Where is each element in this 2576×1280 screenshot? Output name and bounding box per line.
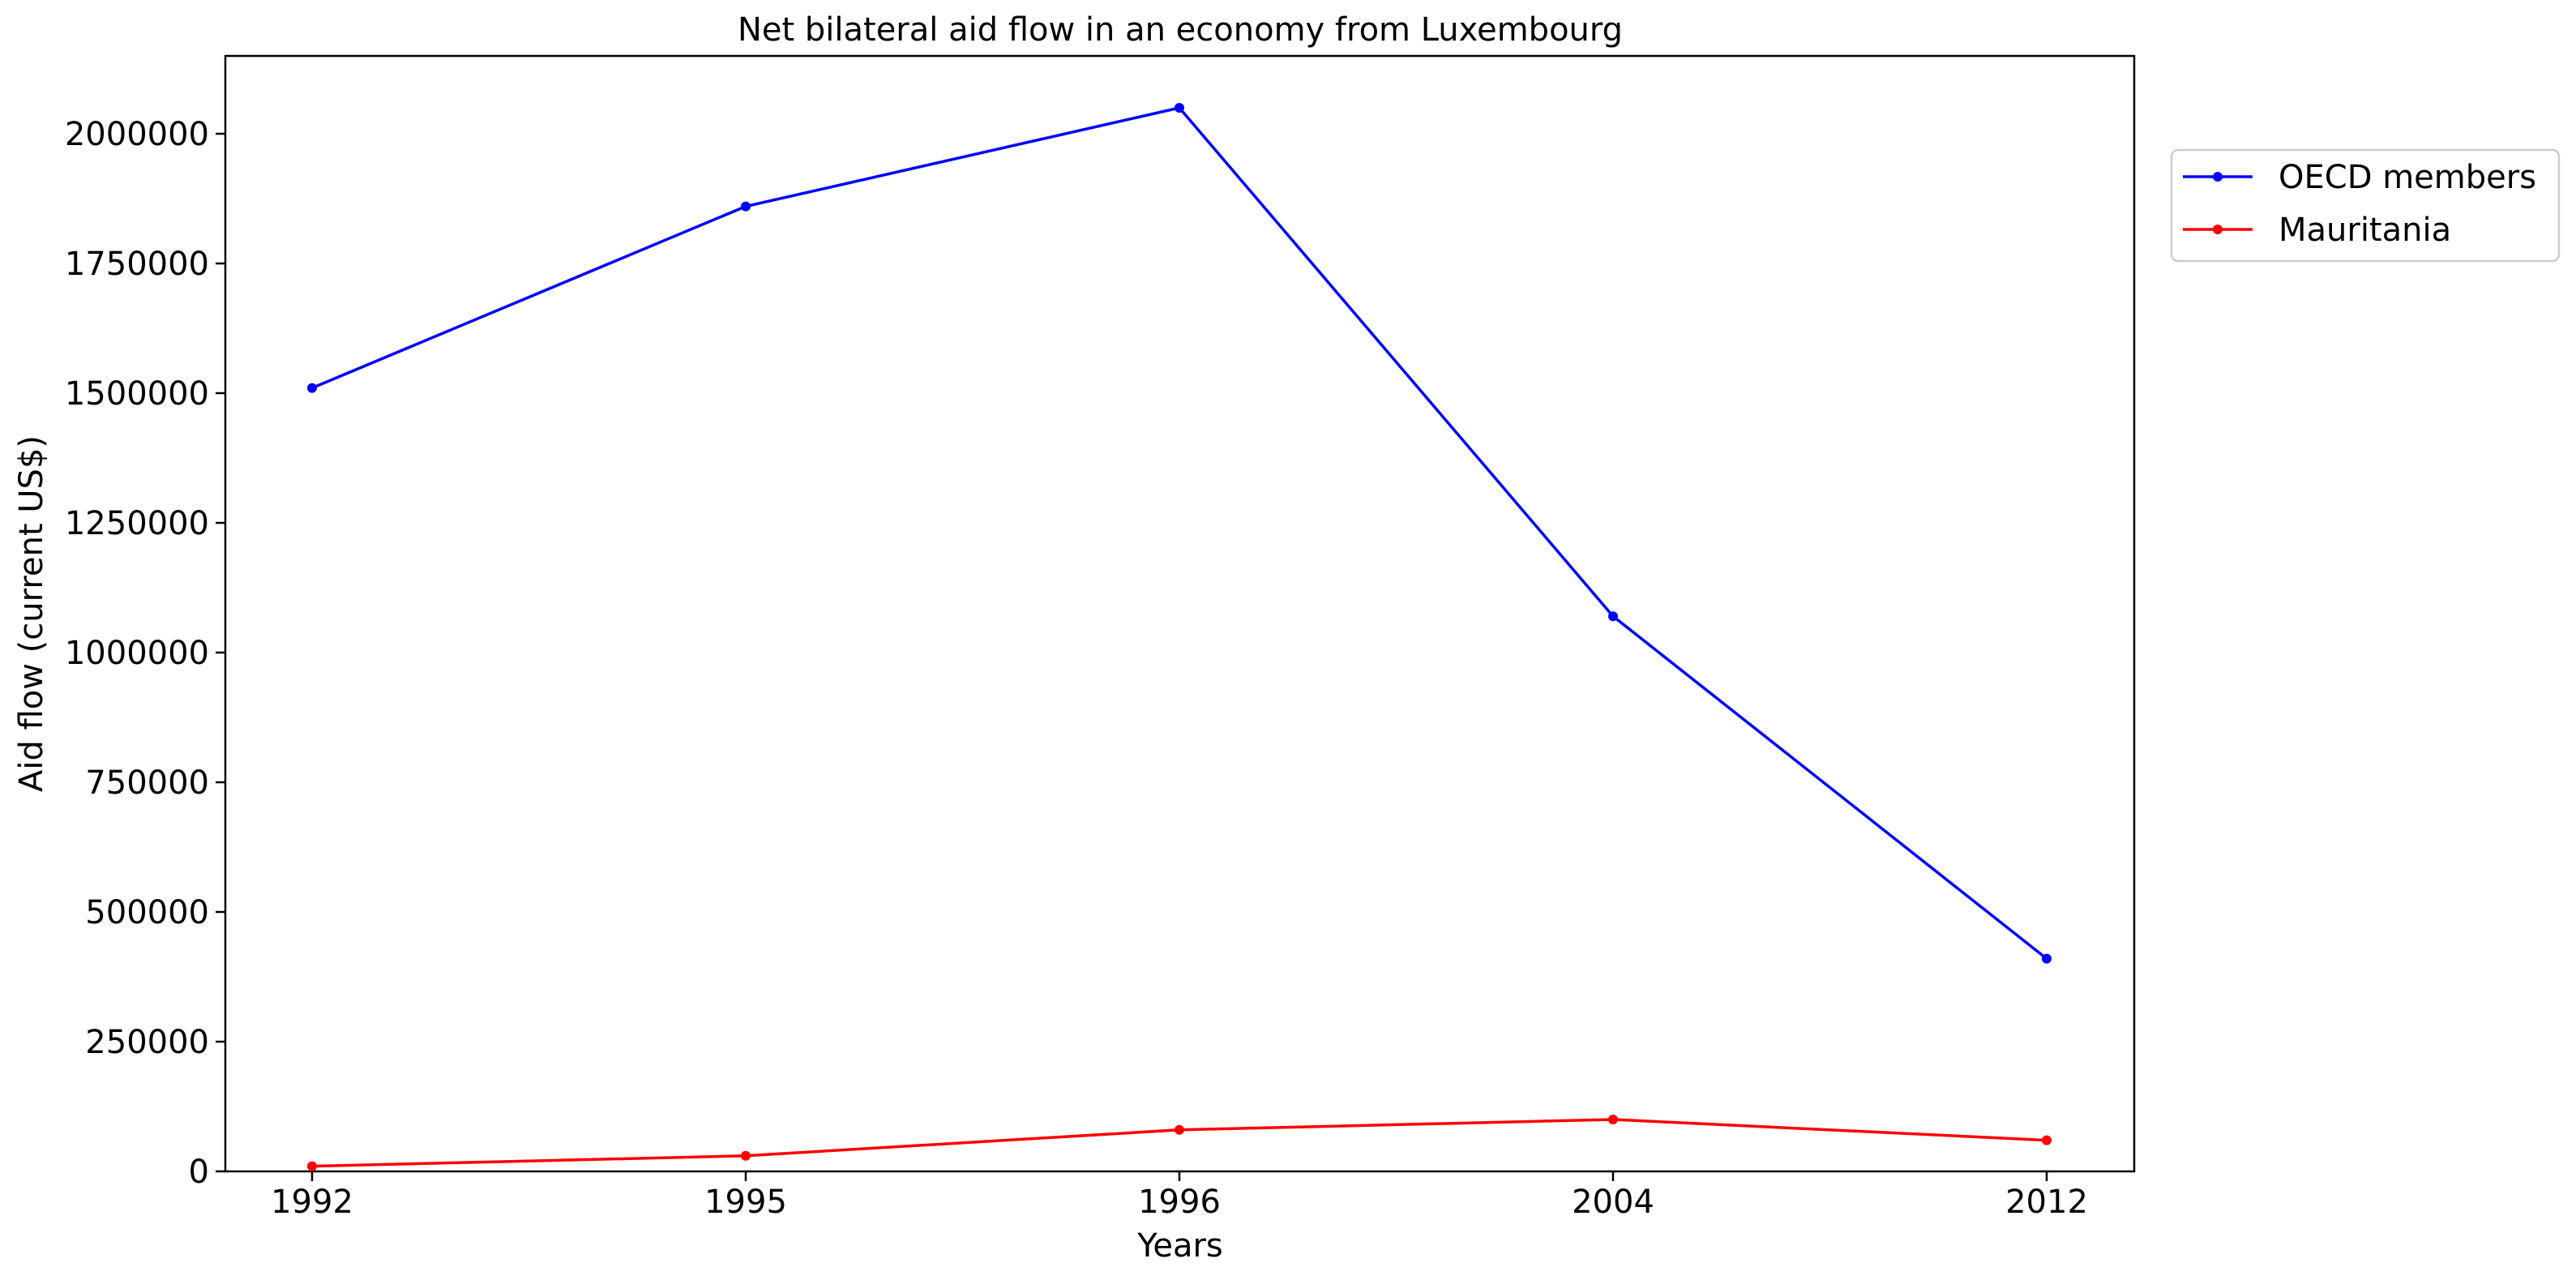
y-tick-label: 500000 bbox=[85, 894, 209, 931]
legend-label-oecd: OECD members bbox=[2279, 159, 2536, 196]
data-point-oecd-members bbox=[1608, 611, 1618, 622]
data-point-oecd-members bbox=[741, 201, 751, 212]
y-tick-label: 2000000 bbox=[65, 116, 209, 153]
data-point-mauritania bbox=[1608, 1115, 1618, 1124]
x-tick-label: 1995 bbox=[704, 1184, 787, 1221]
chart-title: Net bilateral aid flow in an economy fro… bbox=[738, 11, 1623, 49]
series-line-oecd-members bbox=[311, 106, 2048, 960]
x-tick-label: 1996 bbox=[1138, 1184, 1221, 1221]
data-point-oecd-members bbox=[307, 383, 317, 393]
y-axis: 0 250000 500000 750000 1000000 1250000 1500000… bbox=[65, 116, 225, 1191]
plot-area bbox=[224, 54, 2136, 1173]
legend-label-mauritania: Mauritania bbox=[2279, 212, 2451, 249]
y-tick-label: 1500000 bbox=[65, 375, 209, 413]
y-axis-label: Aid flow (current US$) bbox=[13, 435, 50, 792]
y-tick-label: 0 bbox=[189, 1154, 209, 1191]
x-axis: 1992 1995 1996 2004 2012 bbox=[271, 1171, 2088, 1221]
legend-marker-oecd bbox=[2213, 172, 2223, 182]
data-point-oecd-members bbox=[2042, 953, 2052, 964]
legend-marker-mauritania bbox=[2213, 225, 2223, 234]
series-layer bbox=[307, 103, 2052, 1171]
x-tick-label: 1992 bbox=[271, 1184, 353, 1221]
y-tick-label: 1250000 bbox=[65, 505, 209, 542]
y-tick-label: 1750000 bbox=[65, 246, 209, 283]
y-tick-label: 1000000 bbox=[65, 635, 209, 672]
x-tick-label: 2004 bbox=[1572, 1184, 1654, 1221]
x-tick-label: 2012 bbox=[2005, 1184, 2088, 1221]
legend-box bbox=[2170, 148, 2561, 263]
data-point-mauritania bbox=[2042, 1135, 2052, 1145]
y-tick-label: 250000 bbox=[85, 1024, 209, 1061]
data-point-mauritania bbox=[307, 1161, 317, 1171]
data-point-mauritania bbox=[1175, 1124, 1184, 1135]
data-point-oecd-members bbox=[1175, 103, 1184, 113]
legend: OECD members Mauritania bbox=[2170, 148, 2561, 263]
y-tick-label: 750000 bbox=[85, 764, 209, 802]
x-axis-label: Years bbox=[1136, 1227, 1223, 1265]
data-point-mauritania bbox=[741, 1150, 751, 1161]
